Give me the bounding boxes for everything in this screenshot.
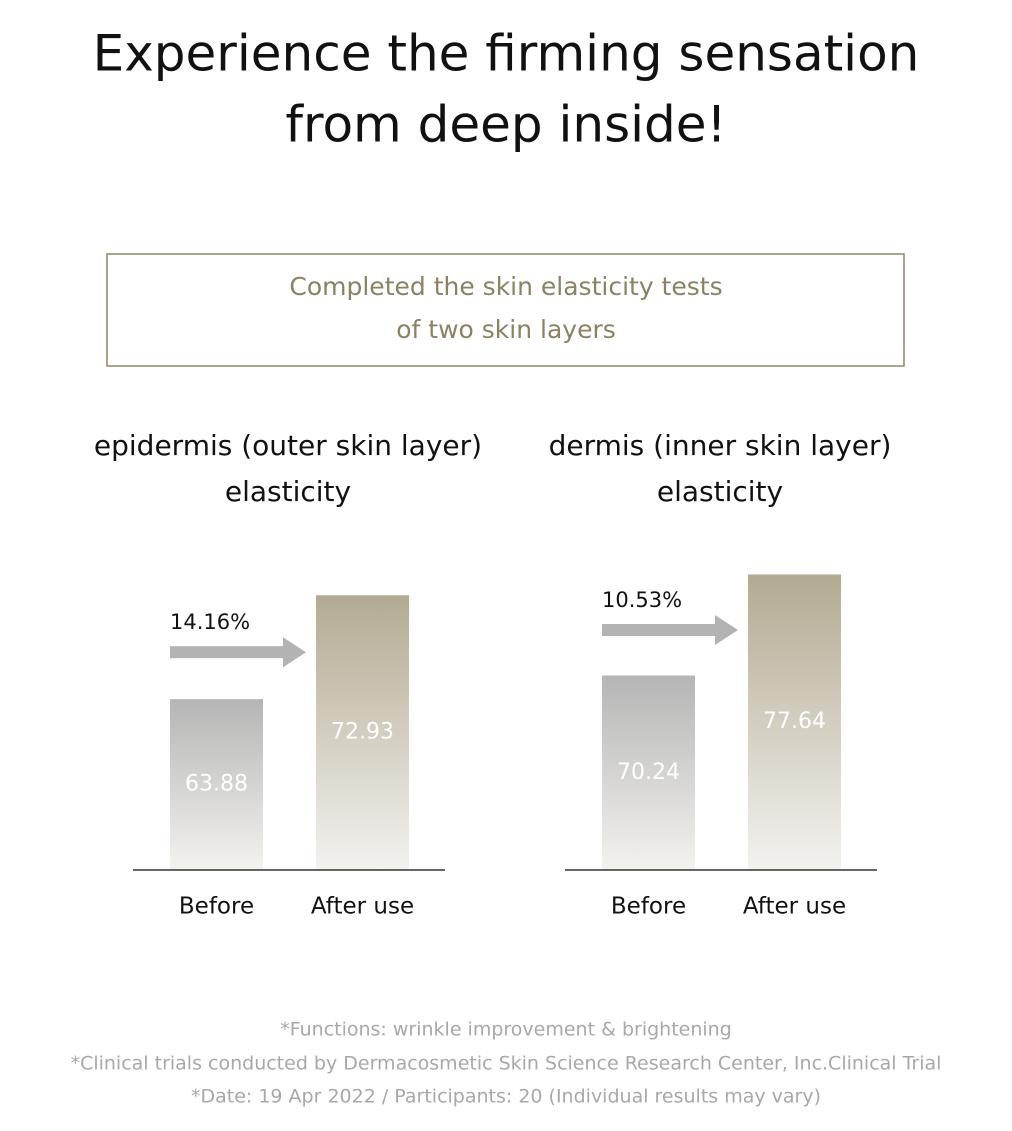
value-label: 70.24 [617, 760, 680, 785]
x-tick-label: After use [311, 894, 414, 920]
chart-title: elasticity [657, 475, 783, 508]
headline: from deep inside! [285, 96, 726, 154]
arrow-shaft [170, 646, 285, 659]
value-label: 77.64 [763, 709, 826, 734]
value-label: 72.93 [331, 720, 394, 745]
box-text: of two skin layers [396, 315, 616, 344]
annotation: 14.16% [170, 610, 250, 634]
x-tick-label: After use [743, 894, 846, 920]
bar [602, 675, 695, 870]
chart-title: dermis (inner skin layer) [549, 429, 892, 462]
footnote: *Functions: wrinkle improvement & bright… [280, 1019, 732, 1041]
box-frame [106, 253, 905, 367]
x-tick-label: Before [611, 894, 686, 920]
arrow-head [283, 637, 306, 668]
footnote: *Date: 19 Apr 2022 / Participants: 20 (I… [191, 1086, 821, 1108]
chart-title: elasticity [225, 475, 351, 508]
bar [748, 574, 841, 870]
box-text: Completed the skin elasticity tests [289, 272, 722, 301]
arrow-head [715, 615, 738, 646]
x-tick-label: Before [179, 894, 254, 920]
bar [170, 699, 263, 870]
value-label: 63.88 [185, 772, 248, 797]
bar [316, 595, 409, 870]
chart-title: epidermis (outer skin layer) [94, 429, 482, 462]
arrow-shaft [602, 624, 717, 637]
footnote: *Clinical trials conducted by Dermacosme… [71, 1053, 942, 1075]
headline: Experience the firming sensation [93, 25, 920, 83]
annotation: 10.53% [602, 588, 682, 612]
